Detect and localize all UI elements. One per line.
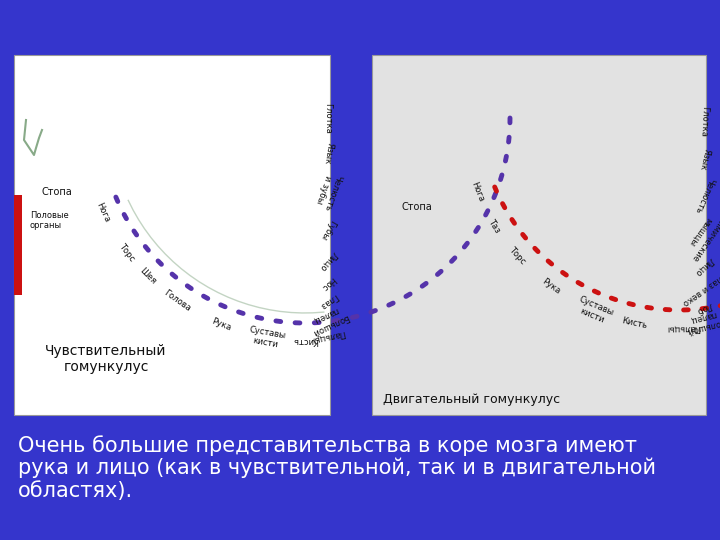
Text: Пальцы: Пальцы [666,323,701,333]
Text: Кисть: Кисть [292,336,318,346]
Text: Глотка: Глотка [698,106,709,137]
Text: Лицо: Лицо [693,256,715,278]
Text: Пальцы: Пальцы [310,328,346,344]
Text: Торс: Торс [507,245,527,266]
Text: Лицо: Лицо [318,250,338,273]
Text: Большой
палец: Большой палец [683,307,720,336]
Text: Чувствительный: Чувствительный [45,344,167,358]
Text: Челюсть
и зубы: Челюсть и зубы [312,170,343,212]
Text: Лоб: Лоб [695,300,714,315]
Text: Глаз: Глаз [318,291,339,310]
Text: Рука: Рука [210,317,233,333]
Text: Двигательный гомункулус: Двигательный гомункулус [384,393,561,406]
Text: Нос: Нос [319,275,337,293]
Text: Язык: Язык [697,147,711,171]
Text: Губы: Губы [319,218,338,241]
Text: Суставы
кисти: Суставы кисти [246,325,287,350]
Text: Таз: Таз [487,217,502,234]
Text: Нога: Нога [469,180,485,203]
Text: Глотка: Глотка [323,103,333,133]
Text: Мимические
мышцы: Мимические мышцы [680,207,720,263]
Text: Нога: Нога [94,201,112,224]
Bar [372,55,706,415]
Text: рука и лицо (как в чувствительной, так и в двигательной: рука и лицо (как в чувствительной, так и… [18,458,656,478]
Text: Челюсть: Челюсть [693,176,716,214]
Text: Торс: Торс [117,241,137,263]
Text: Большой
палец: Большой палец [306,303,350,338]
Text: Глаз и веко: Глаз и веко [680,270,720,307]
Text: Очень большие представительства в коре мозга имеют: Очень большие представительства в коре м… [18,435,637,456]
Text: Суставы
кисти: Суставы кисти [573,294,615,327]
Text: Рука: Рука [540,276,562,296]
Text: Кисть: Кисть [621,316,647,330]
Text: гомункулус: гомункулус [63,360,149,374]
Text: Стопа: Стопа [42,187,73,197]
Text: Голова: Голова [162,288,192,313]
Text: Язык: Язык [322,141,334,165]
Text: Шея: Шея [138,266,157,286]
Text: Половые
органы: Половые органы [30,211,68,230]
Text: Стопа: Стопа [402,202,433,212]
Bar [14,55,330,415]
Bar [14,195,22,295]
Text: областях).: областях). [18,481,133,501]
